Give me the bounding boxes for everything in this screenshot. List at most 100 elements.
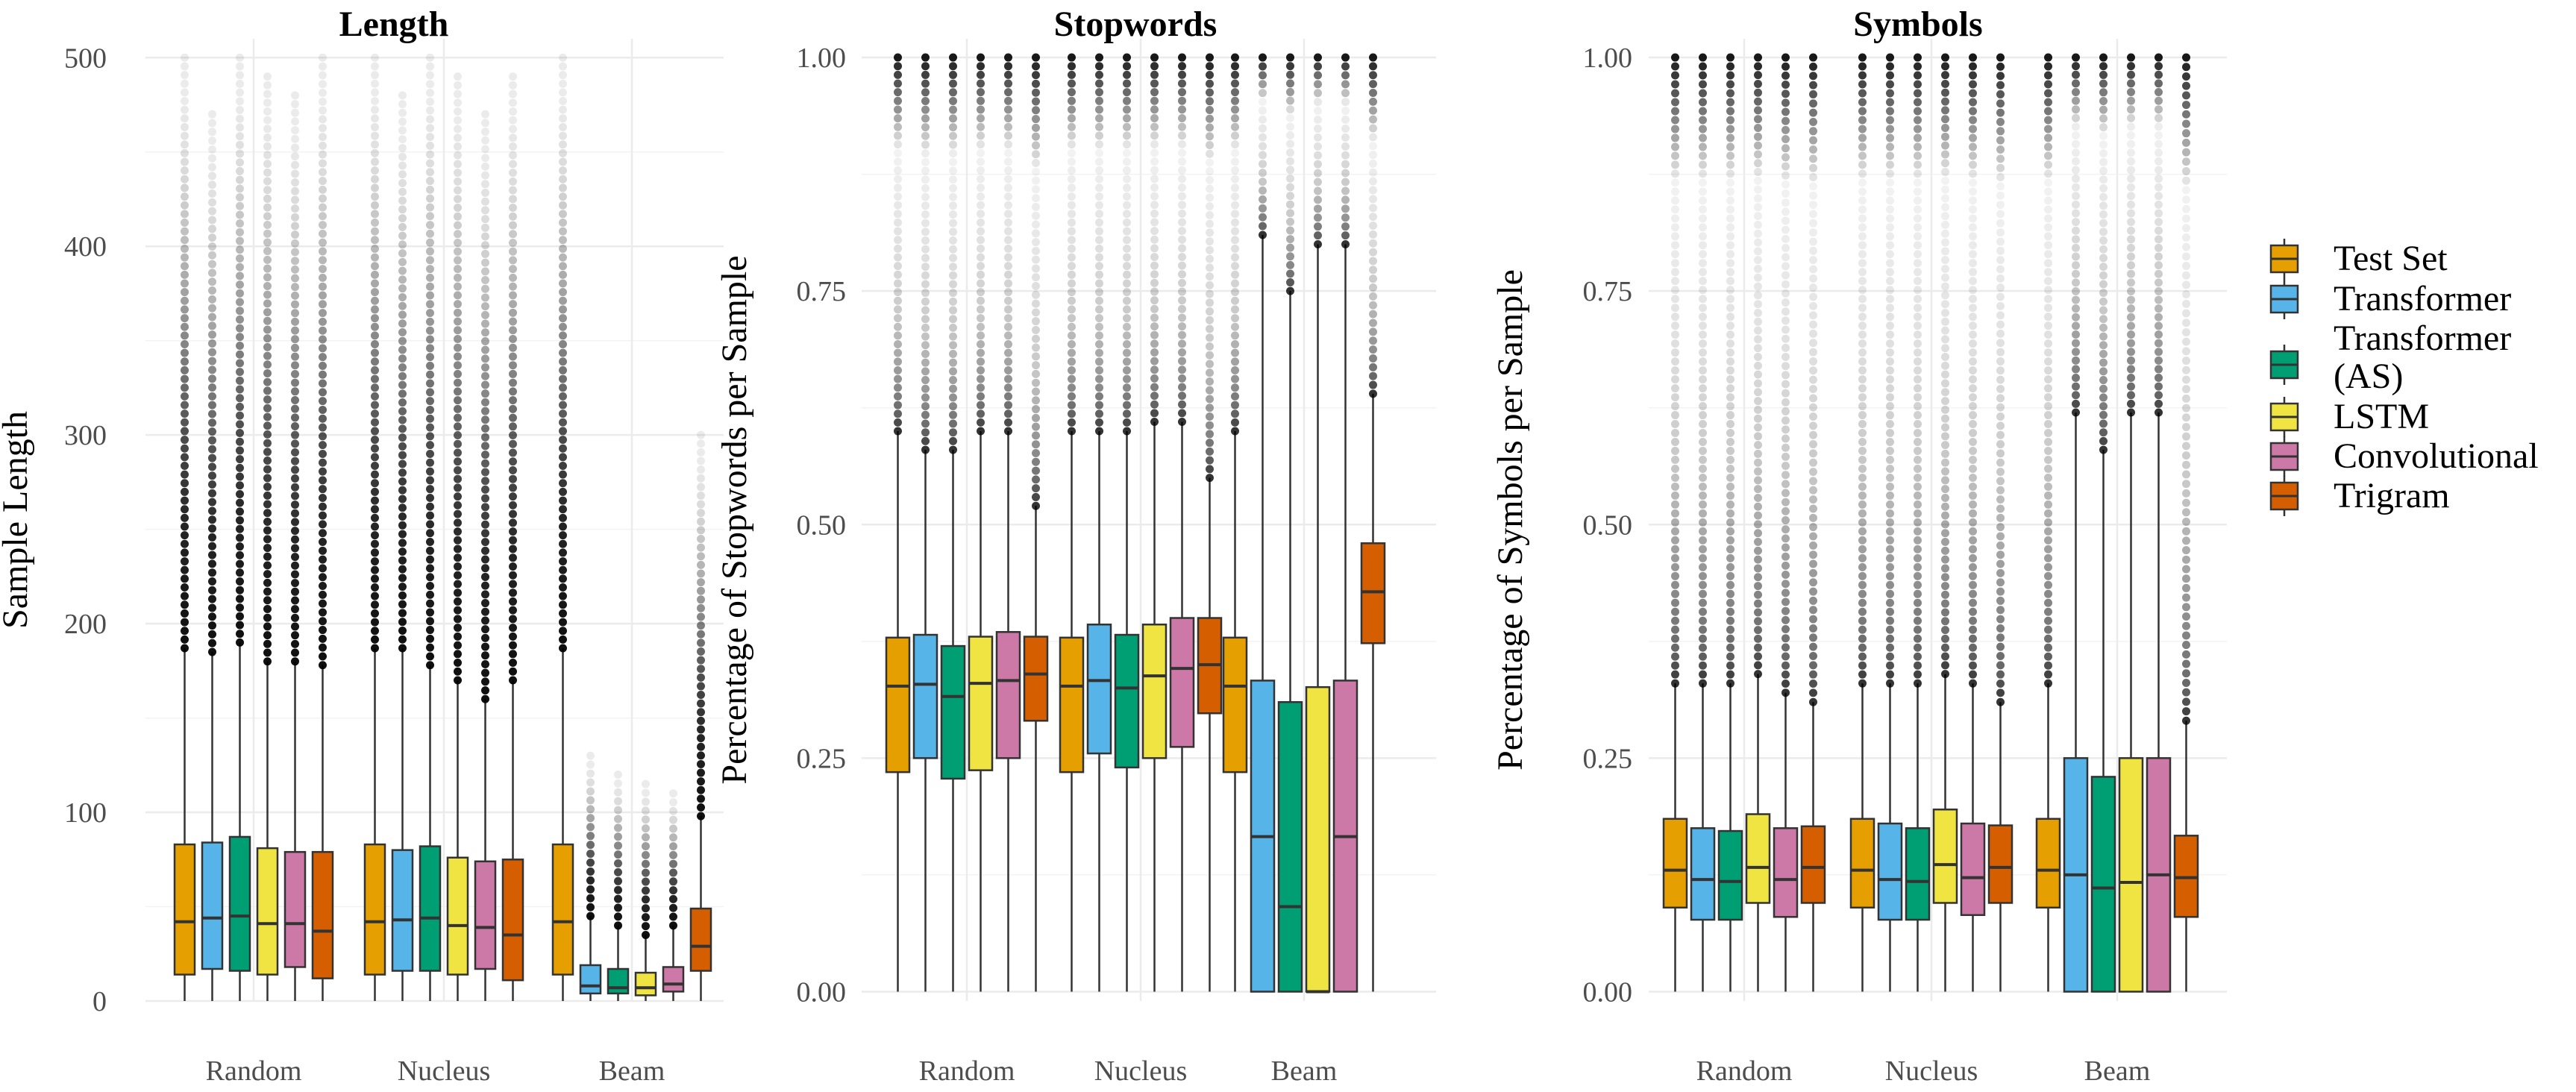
outlier-point — [1259, 151, 1267, 160]
outlier-point — [642, 904, 650, 913]
outlier-point — [1809, 550, 1817, 559]
outlier-points — [1941, 53, 1949, 679]
outlier-point — [1858, 679, 1867, 688]
outlier-point — [1150, 79, 1159, 88]
outlier-point — [371, 53, 379, 62]
outlier-point — [454, 509, 462, 518]
outlier-point — [291, 613, 299, 622]
outlier-points — [586, 751, 595, 920]
outlier-point — [1314, 222, 1322, 231]
box-body — [501, 859, 524, 982]
outlier-point — [559, 487, 567, 496]
outlier-point — [371, 148, 379, 157]
outlier-point — [697, 603, 705, 612]
outlier-point — [1123, 166, 1131, 175]
outlier-point — [1969, 348, 1977, 357]
outlier-point — [1914, 661, 1922, 670]
outlier-point — [1754, 608, 1762, 617]
outlier-point — [371, 331, 379, 340]
outlier-point — [1095, 365, 1103, 374]
outlier-point — [509, 396, 517, 405]
box-test-set-random — [885, 53, 911, 992]
outlier-point — [1314, 53, 1322, 62]
outlier-point — [426, 405, 434, 414]
outlier-point — [1206, 245, 1214, 254]
outlier-points — [559, 53, 567, 653]
outlier-point — [559, 322, 567, 331]
outlier-point — [509, 326, 517, 335]
outlier-point — [319, 62, 327, 71]
outlier-point — [1969, 277, 1977, 286]
outlier-point — [894, 166, 902, 175]
outlier-point — [1286, 183, 1294, 192]
outlier-point — [1969, 178, 1977, 187]
outlier-points — [1068, 53, 1076, 436]
outlier-point — [1699, 634, 1707, 643]
outlier-point — [319, 414, 327, 423]
outlier-point — [1941, 361, 1949, 370]
outlier-point — [1886, 53, 1894, 62]
outlier-point — [263, 526, 272, 535]
outlier-point — [509, 265, 517, 274]
outlier-point — [1671, 313, 1679, 321]
outlier-point — [1858, 107, 1867, 116]
outlier-point — [371, 574, 379, 583]
outlier-point — [1068, 201, 1076, 210]
outlier-point — [1781, 634, 1790, 643]
outlier-point — [2072, 226, 2080, 235]
outlier-point — [1781, 688, 1790, 697]
outlier-point — [319, 150, 327, 159]
outlier-point — [1004, 244, 1012, 253]
outlier-point — [1809, 274, 1817, 283]
outlier-point — [1671, 482, 1679, 491]
outlier-point — [319, 291, 327, 300]
outlier-point — [949, 367, 957, 376]
outlier-point — [2154, 278, 2163, 287]
outlier-point — [949, 445, 957, 454]
outlier-point — [894, 410, 902, 418]
outlier-point — [1314, 116, 1322, 125]
outlier-point — [1699, 375, 1707, 384]
outlier-point — [481, 581, 489, 590]
outlier-point — [949, 341, 957, 350]
outlier-points — [1206, 53, 1214, 483]
outlier-point — [1969, 375, 1977, 384]
outlier-point — [1671, 446, 1679, 455]
outlier-point — [509, 116, 517, 125]
outlier-point — [291, 230, 299, 239]
y-tick-label: 400 — [64, 231, 107, 263]
outlier-point — [481, 590, 489, 599]
outlier-point — [1699, 625, 1707, 634]
outlier-point — [236, 184, 244, 193]
outlier-point — [1231, 131, 1239, 140]
outlier-point — [2044, 330, 2052, 339]
outlier-point — [1941, 282, 1949, 291]
outlier-point — [559, 600, 567, 609]
outlier-point — [1150, 287, 1159, 296]
outlier-point — [697, 439, 705, 448]
box-body — [391, 849, 414, 972]
outlier-point — [614, 876, 622, 885]
outlier-point — [1032, 396, 1040, 405]
outlier-point — [1150, 296, 1159, 305]
outlier-point — [1726, 571, 1734, 580]
outlier-point — [949, 428, 957, 437]
outlier-point — [1726, 634, 1734, 643]
outlier-point — [291, 378, 299, 387]
outlier-point — [1914, 562, 1922, 571]
outlier-point — [236, 88, 244, 97]
outlier-point — [559, 201, 567, 210]
outlier-point — [1095, 105, 1103, 114]
outlier-point — [1095, 148, 1103, 157]
outlier-point — [1286, 235, 1294, 244]
outlier-point — [454, 265, 462, 274]
outlier-point — [454, 300, 462, 309]
outlier-point — [509, 650, 517, 659]
outlier-point — [1858, 259, 1867, 268]
outlier-points — [921, 53, 930, 454]
outlier-point — [426, 62, 434, 71]
outlier-point — [1969, 482, 1977, 491]
outlier-point — [319, 573, 327, 582]
outlier-point — [398, 284, 407, 293]
outlier-point — [2182, 621, 2190, 630]
